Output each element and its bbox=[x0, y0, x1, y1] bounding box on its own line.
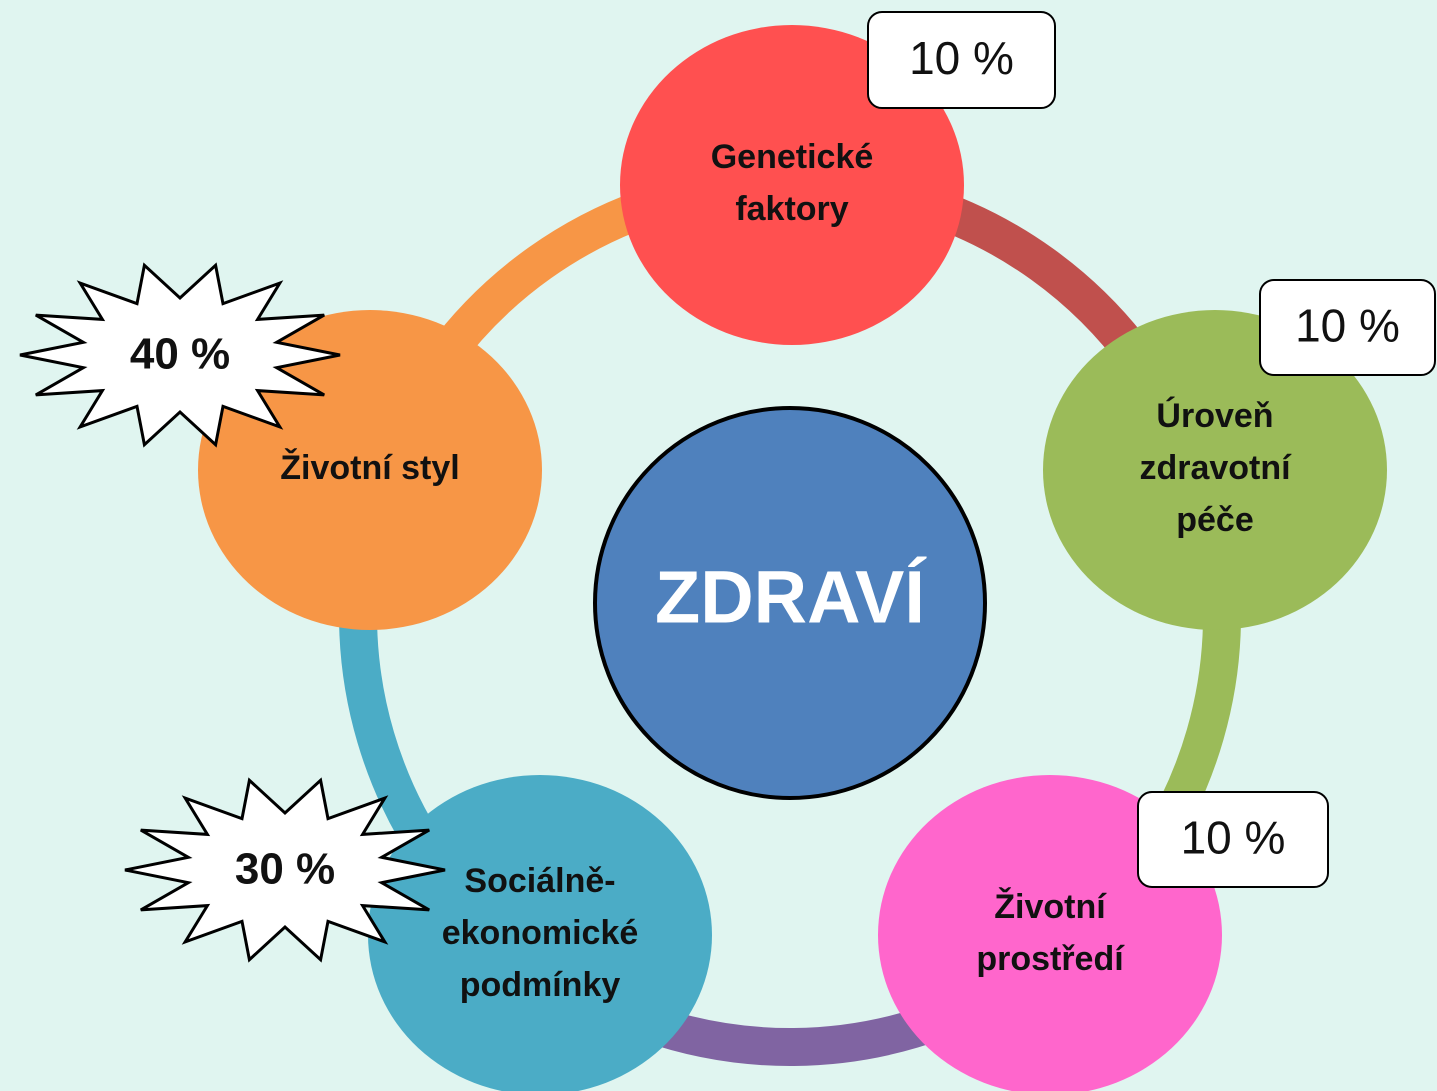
node-label: podmínky bbox=[460, 966, 621, 1004]
center-circle bbox=[593, 406, 987, 800]
node-label: faktory bbox=[735, 190, 848, 228]
node-label: Sociálně- bbox=[464, 862, 615, 900]
share-star bbox=[19, 262, 341, 448]
share-label: 10 % bbox=[1181, 812, 1286, 864]
node-label: Životní bbox=[994, 888, 1107, 926]
node-label: péče bbox=[1176, 501, 1254, 539]
share-star bbox=[124, 777, 446, 963]
node-label: zdravotní bbox=[1139, 449, 1292, 487]
node-label: Úroveň bbox=[1156, 397, 1273, 435]
node-label: ekonomické bbox=[442, 914, 639, 952]
node-label: prostředí bbox=[976, 940, 1125, 978]
share-box bbox=[1259, 279, 1436, 376]
node-circle bbox=[1043, 310, 1387, 630]
badges: 10 % 10 % 10 % 30 % 40 % bbox=[19, 11, 1436, 963]
share-label: 10 % bbox=[1295, 300, 1400, 352]
share-label: 40 % bbox=[130, 330, 230, 379]
share-box bbox=[1137, 791, 1329, 888]
node-circle bbox=[368, 775, 712, 1091]
share-box bbox=[867, 11, 1056, 109]
node-label: Životní styl bbox=[280, 449, 459, 487]
share-label: 30 % bbox=[235, 845, 335, 894]
share-label: 10 % bbox=[909, 32, 1014, 84]
node-label: Genetické bbox=[711, 138, 874, 176]
center-label: ZDRAVÍ bbox=[655, 556, 927, 639]
nodes: Genetické faktory Úroveň zdravotní péče Život… bbox=[198, 25, 1387, 1091]
node-circle bbox=[878, 775, 1222, 1091]
